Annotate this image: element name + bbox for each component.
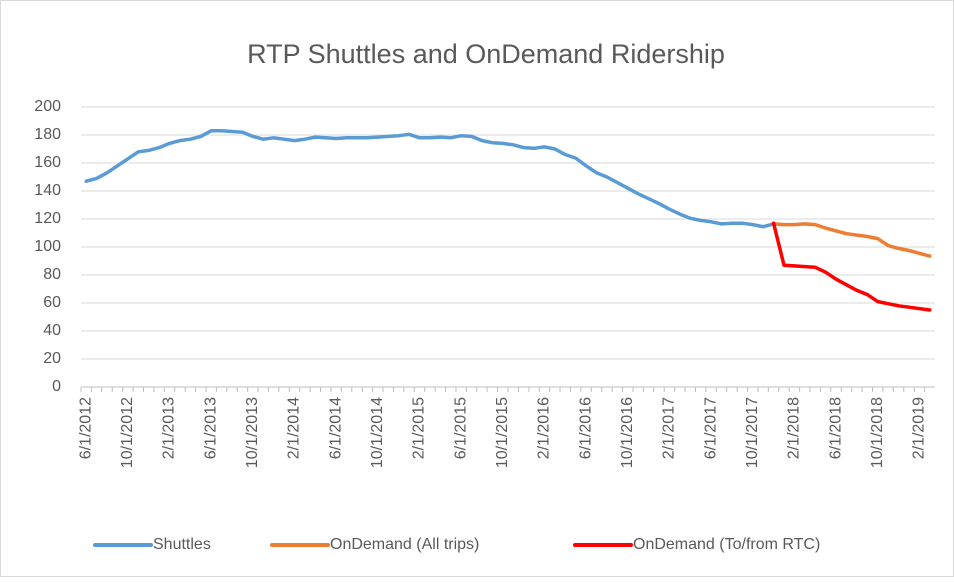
y-tick-label: 120 — [34, 210, 61, 227]
y-tick-label: 140 — [34, 182, 61, 199]
x-tick-label: 2/1/2019 — [911, 397, 928, 459]
x-tick-label: 10/1/2012 — [119, 397, 136, 468]
x-tick-label: 10/1/2014 — [369, 397, 386, 468]
x-tick-label: 10/1/2016 — [619, 397, 636, 468]
x-tick-label: 2/1/2018 — [786, 397, 803, 459]
y-tick-label: 80 — [43, 266, 61, 283]
x-tick-label: 6/1/2014 — [327, 397, 344, 459]
y-tick-label: 20 — [43, 350, 61, 367]
y-tick-label: 0 — [52, 378, 61, 395]
x-tick-label: 6/1/2018 — [827, 397, 844, 459]
x-tick-label: 6/1/2015 — [452, 397, 469, 459]
y-tick-label: 200 — [34, 98, 61, 115]
x-tick-label: 10/1/2015 — [494, 397, 511, 468]
y-tick-label: 160 — [34, 154, 61, 171]
x-tick-label: 6/1/2012 — [77, 397, 94, 459]
x-tick-label: 2/1/2014 — [286, 397, 303, 459]
x-tick-label: 2/1/2013 — [161, 397, 178, 459]
series-line — [84, 129, 776, 229]
x-tick-label: 10/1/2013 — [244, 397, 261, 468]
x-tick-label: 6/1/2016 — [577, 397, 594, 459]
x-tick-label: 10/1/2018 — [869, 397, 886, 468]
x-tick-label: 2/1/2015 — [411, 397, 428, 459]
y-tick-label: 40 — [43, 322, 61, 339]
legend-label: OnDemand (All trips) — [330, 536, 479, 553]
x-tick-label: 2/1/2017 — [661, 397, 678, 459]
y-tick-label: 60 — [43, 294, 61, 311]
legend-label: OnDemand (To/from RTC) — [633, 536, 820, 553]
x-tick-label: 2/1/2016 — [536, 397, 553, 459]
x-tick-label: 6/1/2017 — [702, 397, 719, 459]
x-tick-label: 10/1/2017 — [744, 397, 761, 468]
series-line — [771, 221, 932, 312]
legend-label: Shuttles — [153, 536, 211, 553]
y-tick-label: 100 — [34, 238, 61, 255]
y-tick-label: 180 — [34, 126, 61, 143]
chart-title: RTP Shuttles and OnDemand Ridership — [247, 39, 725, 69]
series-line — [771, 222, 932, 258]
x-tick-label: 6/1/2013 — [202, 397, 219, 459]
